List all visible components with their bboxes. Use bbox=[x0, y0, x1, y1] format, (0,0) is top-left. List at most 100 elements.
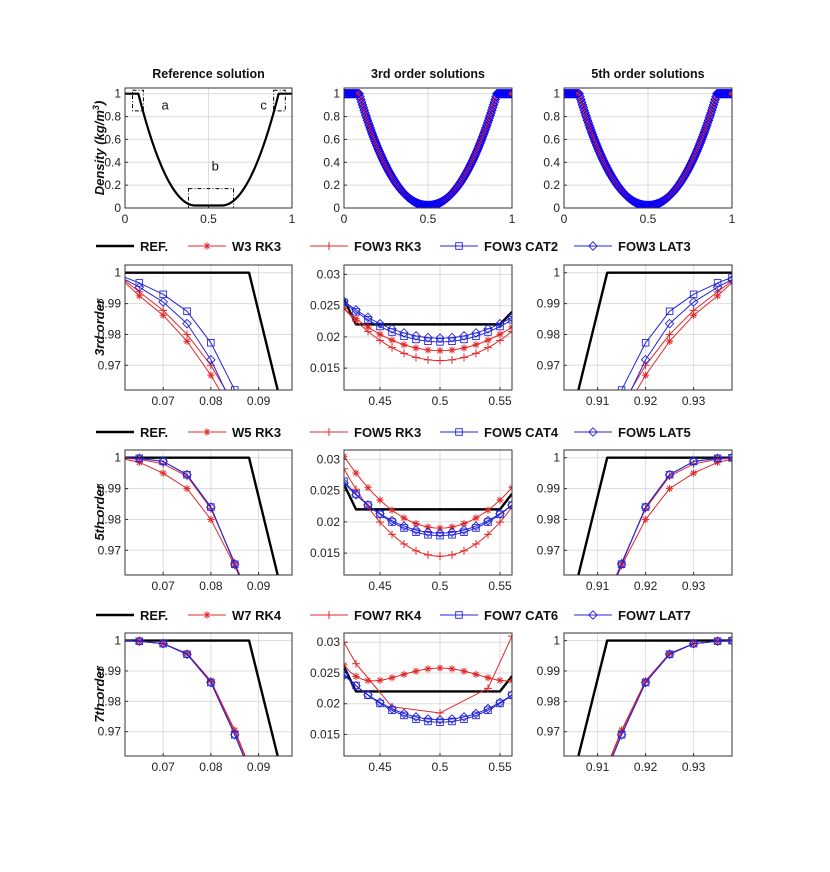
diamond-marker bbox=[182, 318, 192, 329]
diamond-marker bbox=[459, 712, 469, 722]
diamond-marker bbox=[363, 118, 374, 128]
star-marker bbox=[203, 428, 211, 436]
star-stroke bbox=[389, 337, 395, 344]
star-stroke bbox=[353, 470, 359, 476]
diamond-marker bbox=[583, 118, 594, 128]
star-stroke bbox=[509, 326, 512, 330]
y-tick-label: 0.97 bbox=[98, 543, 122, 557]
x-tick-label: 0 bbox=[561, 212, 568, 226]
plus-marker bbox=[448, 550, 456, 559]
diamond-shape bbox=[158, 638, 169, 649]
square-shape bbox=[472, 711, 480, 720]
square-marker bbox=[412, 528, 420, 536]
square-shape bbox=[713, 279, 722, 287]
star-stroke bbox=[389, 507, 395, 514]
diamond-shape bbox=[483, 703, 493, 714]
diamond-marker bbox=[588, 427, 598, 437]
star-marker bbox=[436, 524, 444, 532]
y-tick-label: 0.4 bbox=[323, 155, 340, 169]
top-panel-2: 3rd order solutions 0 0.5 1 0 0.2 0.4 0.6 0.8 1 bbox=[323, 67, 515, 226]
diamond-marker bbox=[363, 312, 373, 323]
diamond-shape bbox=[364, 120, 375, 131]
diamond-shape bbox=[231, 406, 239, 414]
x-tick-label: 0 bbox=[122, 212, 129, 226]
diamond-shape bbox=[727, 635, 732, 646]
plus-marker bbox=[618, 401, 626, 409]
diamond-marker bbox=[580, 107, 590, 118]
star-stroke bbox=[366, 122, 373, 129]
diamond-shape bbox=[598, 155, 609, 166]
plus-marker bbox=[508, 327, 512, 336]
square-shape bbox=[617, 560, 626, 568]
y-tick-label: 0.98 bbox=[537, 512, 561, 526]
star-stroke bbox=[449, 524, 455, 530]
diamond-marker bbox=[387, 515, 397, 526]
legend-entry: FOW7 RK4 bbox=[310, 608, 422, 623]
diamond-marker bbox=[344, 478, 349, 488]
x-tick-label: 0.5 bbox=[200, 212, 217, 226]
square-marker bbox=[617, 730, 626, 739]
square-shape bbox=[728, 273, 732, 282]
y-tick-label: 0.03 bbox=[317, 452, 341, 466]
star-stroke bbox=[344, 662, 347, 666]
ylabel-main: Density (kg/m bbox=[92, 110, 107, 196]
square-shape bbox=[412, 715, 420, 723]
diamond-shape bbox=[351, 490, 361, 500]
star-stroke bbox=[509, 90, 512, 95]
plot-area bbox=[125, 92, 292, 207]
star-marker bbox=[608, 584, 615, 591]
star-marker bbox=[412, 667, 420, 675]
diamond-shape bbox=[375, 697, 385, 708]
star-marker bbox=[424, 523, 432, 531]
FOW7 LAT7-line bbox=[612, 640, 732, 756]
diamond-shape bbox=[584, 120, 595, 131]
diamond-shape bbox=[435, 333, 445, 343]
square-marker bbox=[183, 470, 191, 479]
diamond-shape bbox=[712, 282, 723, 293]
plus-marker bbox=[325, 611, 333, 619]
plus-marker bbox=[183, 330, 192, 339]
star-marker bbox=[231, 413, 238, 420]
y-tick-label: 1 bbox=[553, 451, 560, 465]
x-tick-label: 0.5 bbox=[640, 212, 657, 226]
star-stroke bbox=[365, 324, 371, 330]
diamond-marker bbox=[588, 610, 598, 620]
diamond-marker bbox=[495, 318, 505, 329]
square-shape bbox=[230, 386, 239, 390]
y-tick-label: 0.98 bbox=[98, 512, 122, 526]
x-tick-label: 0.08 bbox=[199, 760, 223, 774]
axes-frame bbox=[124, 264, 293, 391]
axes-frame bbox=[563, 87, 733, 209]
star-marker bbox=[412, 344, 420, 352]
diamond-shape bbox=[495, 697, 505, 708]
diamond-shape bbox=[182, 649, 192, 660]
diamond-marker bbox=[727, 635, 732, 646]
y-tick-label: 0.02 bbox=[317, 515, 341, 529]
diamond-marker bbox=[726, 88, 732, 99]
diamond-marker bbox=[688, 456, 699, 467]
y-tick-label: 0.8 bbox=[104, 110, 121, 124]
x-tick-label: 0.07 bbox=[151, 760, 175, 774]
legend-entry: REF. bbox=[96, 608, 168, 623]
square-shape bbox=[641, 339, 650, 347]
plus-marker bbox=[448, 355, 456, 364]
diamond-marker bbox=[361, 110, 371, 121]
diamond-marker bbox=[344, 296, 349, 307]
diamond-marker bbox=[487, 105, 497, 116]
star-marker bbox=[460, 667, 468, 675]
diamond-shape bbox=[581, 113, 592, 123]
diamond-marker bbox=[365, 122, 375, 133]
diamond-shape bbox=[447, 527, 457, 538]
diamond-marker bbox=[507, 88, 512, 99]
star-stroke bbox=[344, 305, 347, 310]
star-stroke bbox=[353, 673, 359, 680]
diamond-marker bbox=[483, 515, 493, 526]
y-tick-label: 0.025 bbox=[310, 299, 340, 313]
diamond-marker bbox=[351, 490, 361, 500]
diamond-shape bbox=[206, 677, 216, 688]
FOW3 RK3-line bbox=[630, 280, 732, 390]
diamond-marker bbox=[158, 456, 169, 467]
diamond-marker bbox=[578, 102, 589, 113]
